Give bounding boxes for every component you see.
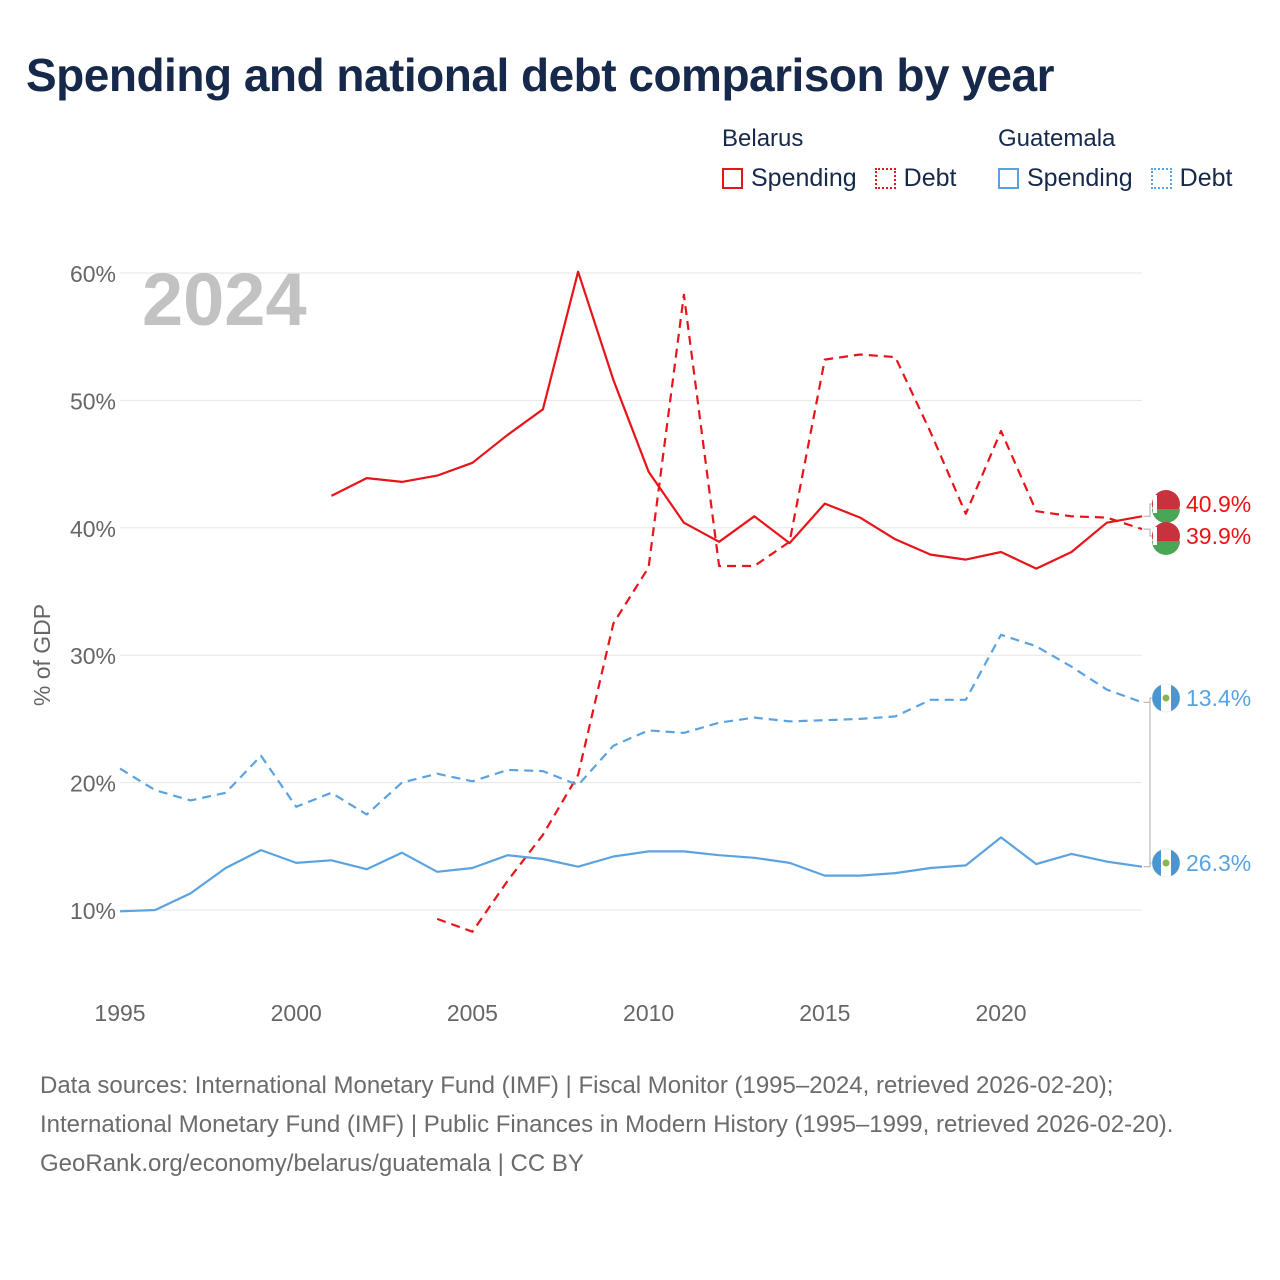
legend-solid-swatch	[998, 168, 1019, 189]
legend-label: Spending	[1027, 164, 1133, 192]
y-tick-label: 20%	[70, 771, 116, 797]
legend-solid-swatch	[722, 168, 743, 189]
legend-dotted-swatch	[874, 168, 896, 189]
series-line-guatemala-spending	[119, 836, 1143, 913]
legend-belarus: Belarus Spending Debt	[722, 122, 956, 193]
label-leader-line	[1143, 503, 1152, 517]
legend-belarus-debt[interactable]: Debt	[874, 164, 957, 193]
x-tick-label: 2005	[447, 1000, 498, 1026]
guatemala-flag-left-band	[1152, 850, 1161, 876]
label-leader-line	[1143, 701, 1152, 864]
year-watermark: 2024	[142, 258, 307, 341]
y-tick-label: 50%	[70, 388, 116, 414]
y-axis-label: % of GDP	[29, 604, 55, 706]
footer: Data sources: International Monetary Fun…	[40, 1066, 1250, 1183]
label-leader-line	[1143, 528, 1152, 537]
guatemala-flag-right-band	[1171, 685, 1180, 711]
legend-country-guatemala: Guatemala	[998, 125, 1116, 152]
belarus-flag-ornament	[1153, 495, 1157, 513]
series-line-belarus-debt	[436, 293, 1143, 933]
legend-label: Debt	[1179, 164, 1233, 192]
x-tick-label: 1995	[94, 1000, 145, 1026]
chart-title: Spending and national debt comparison by…	[26, 49, 1055, 101]
belarus-flag-ornament	[1153, 527, 1157, 545]
belarus-flag-green-band	[1152, 509, 1180, 523]
series-end-label: 13.4%	[1186, 685, 1251, 711]
legend-guatemala-spending[interactable]: Spending	[998, 164, 1133, 193]
x-tick-label: 2020	[975, 1000, 1026, 1026]
legend-label: Debt	[903, 164, 957, 192]
y-tick-label: 30%	[70, 643, 116, 669]
belarus-flag-green-band	[1152, 541, 1180, 555]
label-leader-line	[1143, 697, 1152, 868]
y-tick-label: 10%	[70, 898, 116, 924]
legend-dotted-swatch	[1150, 168, 1172, 189]
series-line-belarus-spending	[330, 270, 1143, 570]
x-tick-label: 2000	[271, 1000, 322, 1026]
guatemala-flag-left-band	[1152, 685, 1161, 711]
legend-guatemala: Guatemala Spending Debt	[998, 122, 1232, 193]
guatemala-flag-emblem	[1162, 694, 1170, 702]
legend-country-belarus: Belarus	[722, 125, 804, 152]
series-end-label: 39.9%	[1186, 523, 1251, 549]
x-tick-label: 2010	[623, 1000, 674, 1026]
legend-label: Spending	[751, 164, 857, 192]
x-tick-label: 2015	[799, 1000, 850, 1026]
y-tick-label: 60%	[70, 261, 116, 287]
attribution: GeoRank.org/economy/belarus/guatemala | …	[40, 1150, 584, 1177]
series-line-guatemala-debt	[119, 633, 1143, 816]
legend-belarus-spending[interactable]: Spending	[722, 164, 857, 193]
legend-guatemala-debt[interactable]: Debt	[1150, 164, 1233, 193]
y-tick-label: 40%	[70, 516, 116, 542]
guatemala-flag-right-band	[1171, 850, 1180, 876]
series-end-label: 26.3%	[1186, 850, 1251, 876]
chart-plot-area: 10% 20% 30% 40% 50% 60% 1995 2000 2005 2010 2015 20…	[29, 258, 1251, 1026]
guatemala-flag-emblem	[1162, 859, 1170, 867]
data-sources: Data sources: International Monetary Fun…	[40, 1072, 1174, 1138]
series-end-label: 40.9%	[1186, 491, 1251, 517]
